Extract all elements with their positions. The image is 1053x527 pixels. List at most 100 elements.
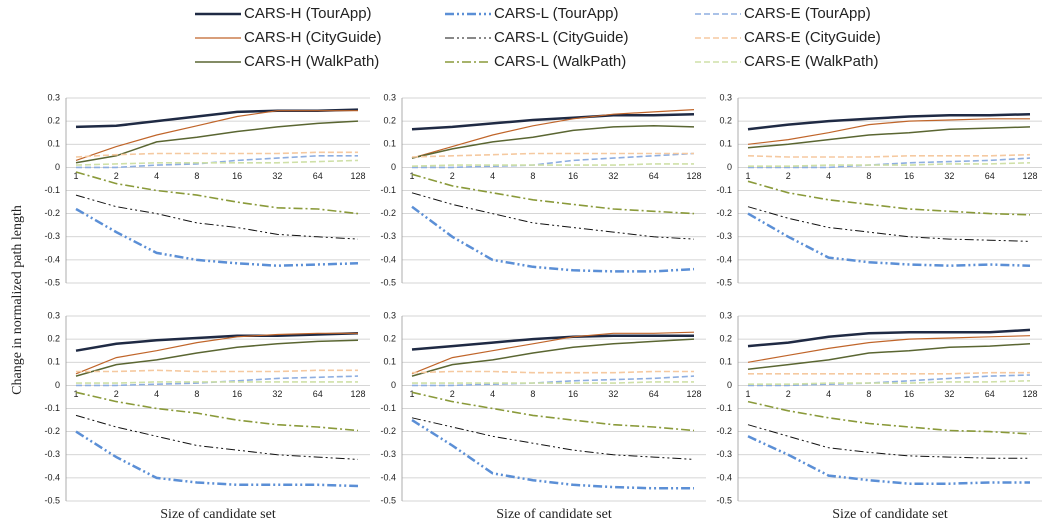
y-tick-label: 0.3 <box>47 92 60 102</box>
y-tick-label: -0.1 <box>44 185 60 195</box>
series-line <box>747 206 1031 242</box>
x-tick-label: 8 <box>530 171 535 181</box>
y-tick-label: -0.3 <box>716 449 732 459</box>
series-line <box>75 414 359 460</box>
y-tick-label: -0.3 <box>44 231 60 241</box>
legend-label: CARS-H (CityGuide) <box>244 29 382 46</box>
y-tick-label: 0.1 <box>383 357 396 367</box>
y-tick-label: 0 <box>727 380 732 390</box>
x-tick-label: 64 <box>985 171 995 181</box>
series-line <box>748 157 1031 169</box>
series-line <box>75 120 359 164</box>
x-tick-label: 8 <box>866 171 871 181</box>
series-line <box>411 338 695 377</box>
y-tick-label: 0.1 <box>47 139 60 149</box>
x-tick-label: 64 <box>985 389 995 399</box>
y-tick-label: 0 <box>727 162 732 172</box>
series-line <box>75 159 359 166</box>
y-tick-label: -0.3 <box>380 449 396 459</box>
x-tick-label: 32 <box>944 389 954 399</box>
y-tick-label: -0.1 <box>716 403 732 413</box>
series-line <box>75 339 359 377</box>
x-tick-label: 2 <box>114 389 119 399</box>
y-tick-label: -0.2 <box>44 426 60 436</box>
y-tick-label: 0.1 <box>383 139 396 149</box>
series-line <box>75 207 359 267</box>
series-line <box>411 417 695 460</box>
x-tick-label: 64 <box>649 389 659 399</box>
x-tick-label: 128 <box>1022 389 1037 399</box>
x-tick-label: 8 <box>194 389 199 399</box>
y-tick-label: -0.4 <box>716 254 732 264</box>
y-tick-label: -0.3 <box>44 449 60 459</box>
legend-label: CARS-E (CityGuide) <box>744 29 881 46</box>
series-line <box>411 391 695 432</box>
y-tick-label: 0 <box>55 162 60 172</box>
series-line <box>747 118 1030 145</box>
y-tick-label: -0.5 <box>380 277 396 287</box>
x-tick-label: 1 <box>73 389 78 399</box>
y-tick-label: 0.3 <box>719 92 732 102</box>
y-tick-label: 0.3 <box>47 310 60 320</box>
x-tick-label: 64 <box>313 171 323 181</box>
legend-label: CARS-H (TourApp) <box>244 5 372 22</box>
x-tick-label: 16 <box>904 171 914 181</box>
series-line <box>411 192 695 240</box>
x-tick-label: 2 <box>114 171 119 181</box>
y-tick-label: -0.1 <box>44 403 60 413</box>
x-tick-label: 2 <box>786 389 791 399</box>
series-line <box>411 152 694 158</box>
x-tick-label: 1 <box>745 171 750 181</box>
series-line <box>76 155 358 169</box>
y-tick-label: 0.2 <box>383 116 396 126</box>
series-line <box>747 126 1031 149</box>
y-tick-label: 0.3 <box>383 92 396 102</box>
x-tick-label: 128 <box>686 389 701 399</box>
legend-label: CARS-L (WalkPath) <box>494 53 626 70</box>
y-tick-label: 0.2 <box>47 116 60 126</box>
series-line <box>747 212 1031 267</box>
series-line <box>412 381 694 384</box>
x-tick-label: 128 <box>1022 171 1037 181</box>
x-tick-label: 4 <box>826 171 831 181</box>
series-line <box>75 110 358 161</box>
y-tick-label: 0.2 <box>47 334 60 344</box>
series-line <box>748 371 1030 375</box>
y-tick-label: -0.1 <box>380 403 396 413</box>
series-line <box>747 112 1031 131</box>
series-line <box>747 153 1031 158</box>
x-tick-label: 2 <box>450 171 455 181</box>
y-tick-label: 0.1 <box>719 139 732 149</box>
series-line <box>412 375 695 387</box>
series-line <box>747 335 1031 363</box>
y-tick-label: -0.2 <box>44 208 60 218</box>
y-tick-label: 0.3 <box>383 310 396 320</box>
series-line <box>412 152 695 169</box>
y-axis-label: Change in normalized path length <box>10 205 25 395</box>
y-tick-label: -0.5 <box>716 495 732 505</box>
series-line <box>75 391 359 432</box>
x-tick-label: 4 <box>490 389 495 399</box>
series-line <box>75 151 358 158</box>
y-tick-label: -0.4 <box>380 472 396 482</box>
y-tick-label: -0.3 <box>716 231 732 241</box>
y-tick-label: 0 <box>391 380 396 390</box>
x-axis-label: Size of candidate set <box>496 507 612 522</box>
y-tick-label: -0.4 <box>716 472 732 482</box>
x-axis-label: Size of candidate set <box>160 507 276 522</box>
x-tick-label: 16 <box>568 389 578 399</box>
series-line <box>411 125 695 159</box>
y-tick-label: 0.2 <box>719 116 732 126</box>
series-line <box>747 328 1031 348</box>
series-line <box>411 112 695 131</box>
x-tick-label: 64 <box>649 171 659 181</box>
y-tick-label: -0.4 <box>380 254 396 264</box>
x-tick-label: 4 <box>490 171 495 181</box>
y-tick-label: -0.5 <box>44 495 60 505</box>
x-tick-label: 4 <box>154 389 159 399</box>
x-tick-label: 16 <box>232 171 242 181</box>
y-tick-label: -0.2 <box>716 208 732 218</box>
series-line <box>76 375 359 387</box>
x-tick-label: 1 <box>409 171 414 181</box>
x-tick-label: 128 <box>350 171 365 181</box>
